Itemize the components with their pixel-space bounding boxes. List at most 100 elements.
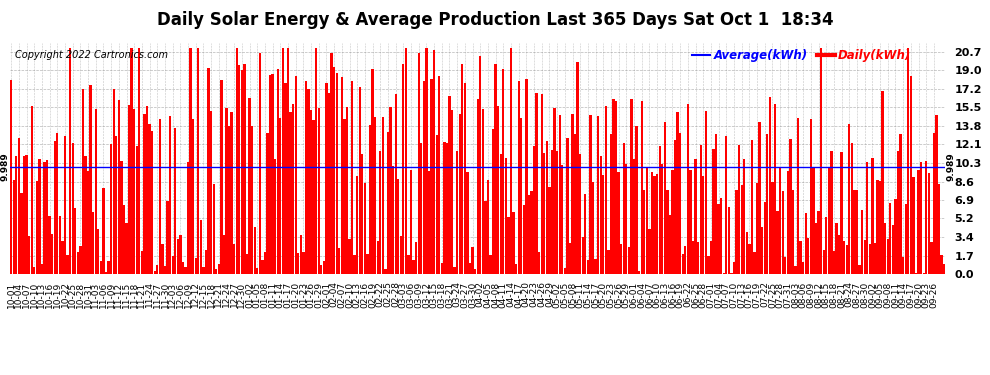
Bar: [853, 190, 855, 274]
Bar: [536, 93, 538, 274]
Bar: [189, 48, 192, 274]
Bar: [518, 81, 520, 274]
Bar: [233, 244, 236, 274]
Bar: [431, 79, 433, 274]
Bar: [738, 145, 741, 274]
Bar: [797, 118, 799, 274]
Bar: [146, 106, 148, 274]
Bar: [276, 69, 279, 274]
Bar: [666, 190, 668, 274]
Bar: [15, 156, 18, 274]
Bar: [571, 114, 573, 274]
Bar: [469, 263, 471, 274]
Bar: [707, 256, 710, 274]
Bar: [61, 242, 63, 274]
Bar: [833, 251, 836, 274]
Bar: [745, 232, 748, 274]
Bar: [720, 198, 723, 274]
Bar: [718, 204, 720, 274]
Bar: [628, 247, 630, 274]
Bar: [318, 108, 320, 274]
Bar: [269, 75, 271, 274]
Bar: [841, 152, 842, 274]
Bar: [328, 93, 331, 274]
Bar: [520, 118, 523, 274]
Bar: [676, 112, 679, 274]
Bar: [297, 253, 299, 274]
Bar: [513, 212, 515, 274]
Bar: [674, 140, 676, 274]
Bar: [725, 136, 728, 274]
Bar: [641, 101, 643, 274]
Bar: [115, 136, 118, 274]
Bar: [400, 236, 402, 274]
Bar: [139, 48, 141, 274]
Bar: [156, 264, 158, 274]
Bar: [597, 116, 599, 274]
Bar: [300, 235, 302, 274]
Bar: [49, 216, 50, 274]
Text: Copyright 2022 Cartronics.com: Copyright 2022 Cartronics.com: [15, 50, 167, 60]
Bar: [482, 109, 484, 274]
Bar: [205, 250, 207, 274]
Bar: [241, 70, 243, 274]
Bar: [810, 120, 812, 274]
Bar: [900, 134, 902, 274]
Bar: [69, 48, 71, 274]
Bar: [438, 76, 441, 274]
Bar: [341, 76, 343, 274]
Bar: [358, 87, 361, 274]
Bar: [658, 146, 660, 274]
Bar: [210, 111, 212, 274]
Bar: [166, 201, 168, 274]
Bar: [326, 83, 328, 274]
Bar: [220, 80, 223, 274]
Bar: [910, 75, 912, 274]
Bar: [566, 138, 568, 274]
Bar: [553, 108, 555, 274]
Bar: [141, 251, 144, 274]
Bar: [594, 259, 597, 274]
Bar: [305, 81, 307, 274]
Bar: [766, 134, 768, 274]
Bar: [51, 234, 53, 274]
Bar: [805, 213, 807, 274]
Bar: [53, 141, 55, 274]
Bar: [548, 187, 550, 274]
Bar: [344, 119, 346, 274]
Bar: [382, 117, 384, 274]
Bar: [789, 139, 792, 274]
Bar: [861, 210, 863, 274]
Bar: [302, 252, 305, 274]
Bar: [246, 254, 248, 274]
Bar: [787, 171, 789, 274]
Bar: [123, 205, 125, 274]
Bar: [371, 69, 374, 274]
Bar: [736, 190, 738, 274]
Bar: [653, 176, 655, 274]
Bar: [87, 171, 89, 274]
Bar: [644, 190, 645, 274]
Legend: Average(kWh), Daily(kWh): Average(kWh), Daily(kWh): [692, 49, 912, 62]
Bar: [774, 104, 776, 274]
Bar: [182, 262, 184, 274]
Bar: [153, 271, 155, 274]
Bar: [902, 257, 904, 274]
Bar: [236, 48, 238, 274]
Bar: [838, 234, 841, 274]
Bar: [938, 184, 940, 274]
Bar: [148, 123, 150, 274]
Bar: [313, 120, 315, 274]
Bar: [366, 254, 368, 274]
Bar: [200, 220, 202, 274]
Bar: [348, 239, 350, 274]
Bar: [558, 115, 561, 274]
Bar: [879, 181, 881, 274]
Bar: [526, 80, 528, 274]
Bar: [20, 193, 23, 274]
Bar: [538, 252, 541, 274]
Bar: [144, 114, 146, 274]
Bar: [561, 165, 563, 274]
Bar: [528, 195, 530, 274]
Bar: [446, 143, 448, 274]
